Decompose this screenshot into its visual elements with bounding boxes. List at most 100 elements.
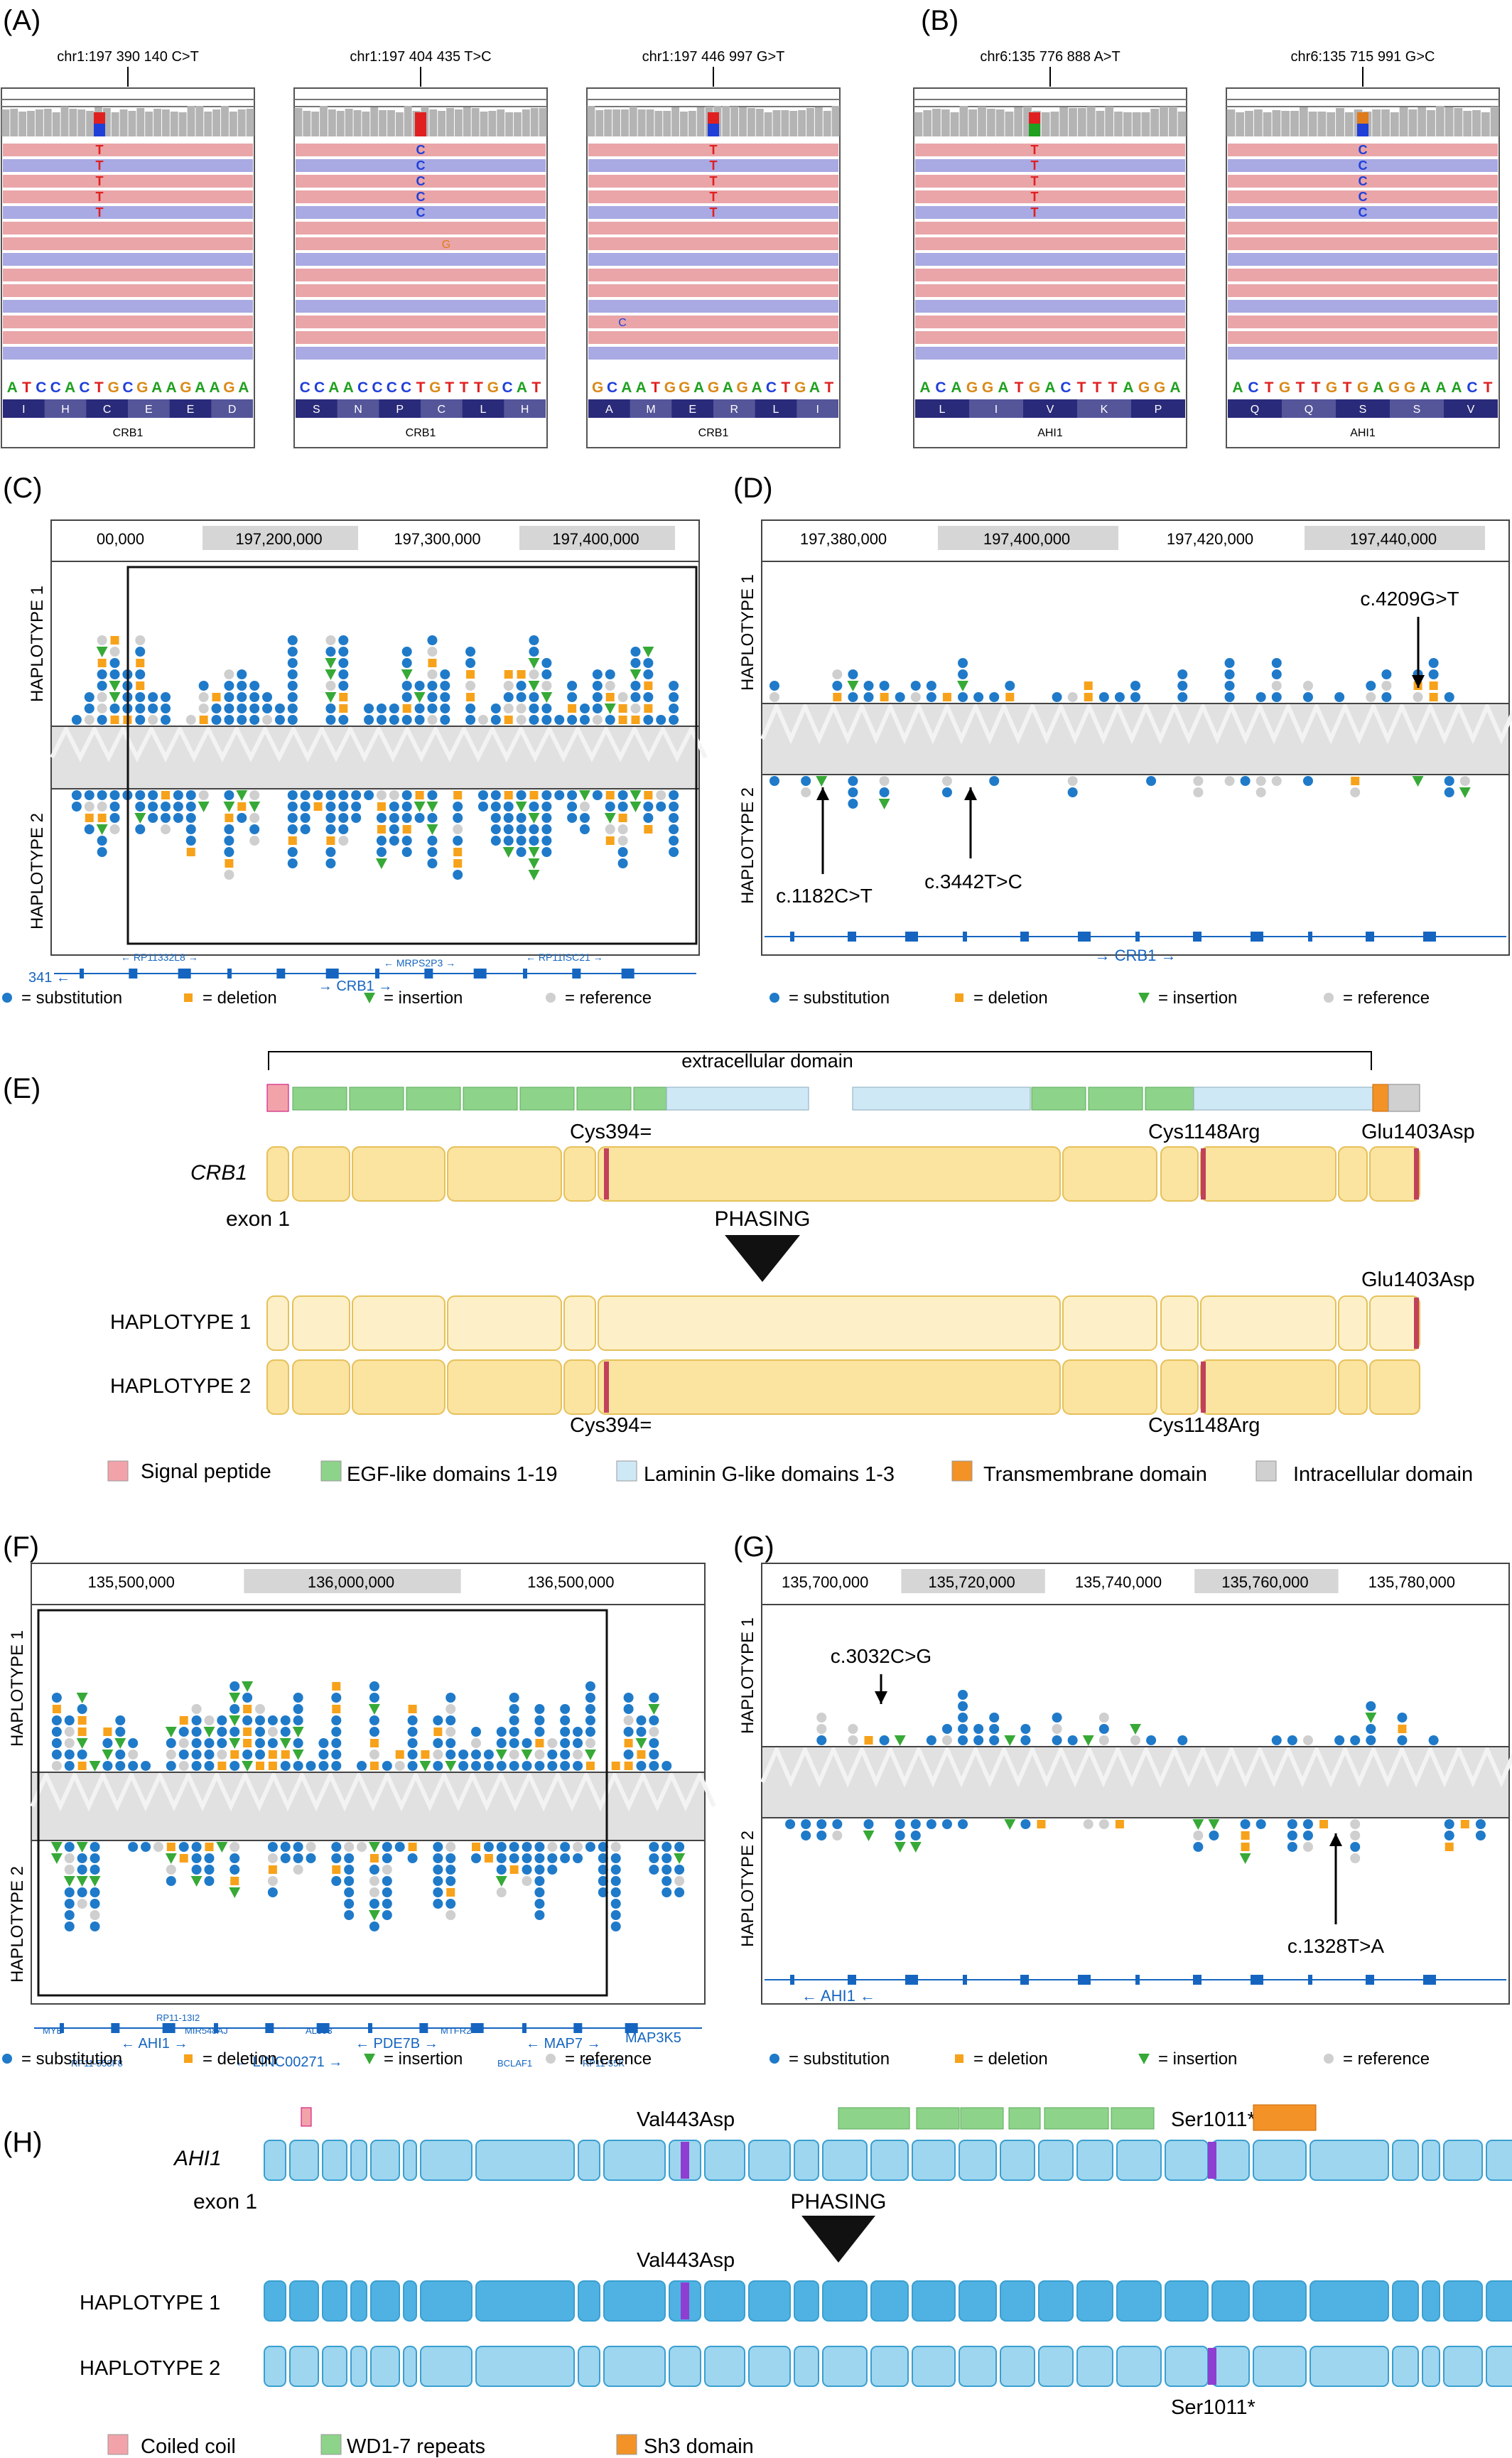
igv-base: C xyxy=(300,379,310,396)
substitution-mark xyxy=(848,776,858,786)
igv-read-allele: G xyxy=(442,239,450,251)
substitution-mark xyxy=(541,836,552,846)
substitution-mark xyxy=(90,1921,100,1931)
tick-label: 135,700,000 xyxy=(782,1573,868,1591)
igv-base: G xyxy=(1138,379,1150,396)
deletion-mark xyxy=(395,1750,404,1759)
ahi1-hap1-exon xyxy=(1392,2280,1419,2322)
substitution-mark xyxy=(191,1738,202,1748)
igv-coverage-bar xyxy=(587,106,595,136)
substitution-mark xyxy=(407,1853,418,1863)
gene-model-exon xyxy=(60,2023,64,2033)
insertion-mark xyxy=(229,1715,241,1726)
igv-aa-letter: E xyxy=(688,404,696,416)
variant-label-c3442: c.3442T>C xyxy=(924,870,1022,893)
tick-band xyxy=(901,1569,1045,1593)
deletion-mark xyxy=(1398,1725,1407,1733)
substitution-mark xyxy=(414,681,425,691)
crb1-exon xyxy=(352,1146,446,1202)
substitution-mark xyxy=(1444,1819,1454,1829)
substitution-mark xyxy=(848,692,858,702)
deletion-mark xyxy=(281,1750,290,1759)
igv-coverage-bar xyxy=(1299,107,1308,136)
igv-read xyxy=(296,269,546,281)
substitution-mark xyxy=(51,1750,62,1759)
insertion-mark xyxy=(419,1761,431,1772)
igv-read xyxy=(296,316,546,328)
igv-coverage-bar xyxy=(986,109,995,136)
insertion-mark xyxy=(229,1738,241,1749)
substitution-mark xyxy=(331,1853,342,1863)
substitution-mark xyxy=(669,704,679,713)
substitution-mark xyxy=(446,1899,456,1909)
tick-band xyxy=(202,526,358,550)
deletion-mark xyxy=(529,791,539,799)
tick-label: 197,300,000 xyxy=(394,530,480,548)
substitution-mark xyxy=(191,1750,202,1759)
substitution-mark xyxy=(267,1715,278,1725)
reference-mark xyxy=(97,704,107,713)
legend-swatch xyxy=(951,1460,973,1482)
igv-aa-letter: I xyxy=(22,404,25,416)
substitution-mark xyxy=(237,681,247,691)
substitution-mark xyxy=(230,1704,240,1714)
substitution-mark xyxy=(376,704,387,713)
substitution-mark xyxy=(848,799,858,809)
reference-mark xyxy=(338,836,349,846)
egf-domain-box xyxy=(292,1087,347,1111)
reference-mark xyxy=(446,1727,456,1737)
substitution-mark xyxy=(1334,1735,1345,1745)
deletion-mark xyxy=(1444,1843,1454,1851)
igv-base: T xyxy=(531,379,541,396)
substitution-mark xyxy=(801,1819,811,1829)
ahi1-hap2-exon xyxy=(475,2346,575,2387)
igv-base: A xyxy=(7,379,18,396)
substitution-mark xyxy=(989,776,1000,786)
tick-label: 197,380,000 xyxy=(800,530,887,548)
reference-mark xyxy=(541,681,552,691)
gene-name-crb1: → CRB1 → xyxy=(1095,947,1177,964)
igv-variant-allele-b xyxy=(415,124,426,136)
substitution-mark xyxy=(369,1715,379,1725)
deletion-mark xyxy=(52,1705,61,1713)
reference-mark xyxy=(1067,776,1078,786)
reference-mark xyxy=(325,635,336,645)
substitution-mark xyxy=(560,1715,571,1725)
substitution-mark xyxy=(1098,692,1109,702)
gene-name: ← RP11ISC21 → xyxy=(526,952,603,963)
ahi1-hap1-exon xyxy=(794,2280,819,2322)
substitution-mark xyxy=(1397,1713,1408,1723)
substitution-mark xyxy=(84,824,94,834)
insertion-mark xyxy=(368,1910,380,1921)
igv-read-allele: T xyxy=(710,174,718,188)
substitution-mark xyxy=(863,1819,874,1829)
variant-glu1403asp-hap1: Glu1403Asp xyxy=(1361,1268,1475,1291)
reference-mark xyxy=(522,1876,532,1886)
ahi1-hap1-exon xyxy=(403,2280,417,2322)
substitution-mark xyxy=(401,813,412,823)
substitution-mark xyxy=(490,790,501,800)
substitution-mark xyxy=(522,1761,532,1771)
substitution-mark xyxy=(610,1876,621,1886)
substitution-mark xyxy=(529,715,539,725)
legend-swatch xyxy=(107,1460,129,1482)
tick-label: 197,400,000 xyxy=(983,530,1070,548)
substitution-mark xyxy=(407,1750,418,1759)
substitution-mark xyxy=(148,802,158,812)
igv-coverage-bar xyxy=(1041,112,1050,136)
igv-read-allele: C xyxy=(1359,158,1368,173)
gene-model-exon xyxy=(129,969,138,979)
reference-mark xyxy=(166,1865,176,1875)
substitution-mark xyxy=(407,1738,418,1748)
reference-mark xyxy=(1459,776,1470,786)
substitution-mark xyxy=(267,1842,278,1852)
insertion-mark xyxy=(630,790,642,801)
reference-mark xyxy=(546,993,556,1003)
igv-coverage-bar xyxy=(1263,112,1272,136)
variant-label-c4209: c.4209G>T xyxy=(1360,588,1459,610)
substitution-mark xyxy=(610,1910,621,1920)
deletion-mark xyxy=(605,836,615,845)
substitution-mark xyxy=(598,1887,608,1897)
igv-read-allele: C xyxy=(1359,143,1368,157)
substitution-mark xyxy=(446,1750,456,1759)
